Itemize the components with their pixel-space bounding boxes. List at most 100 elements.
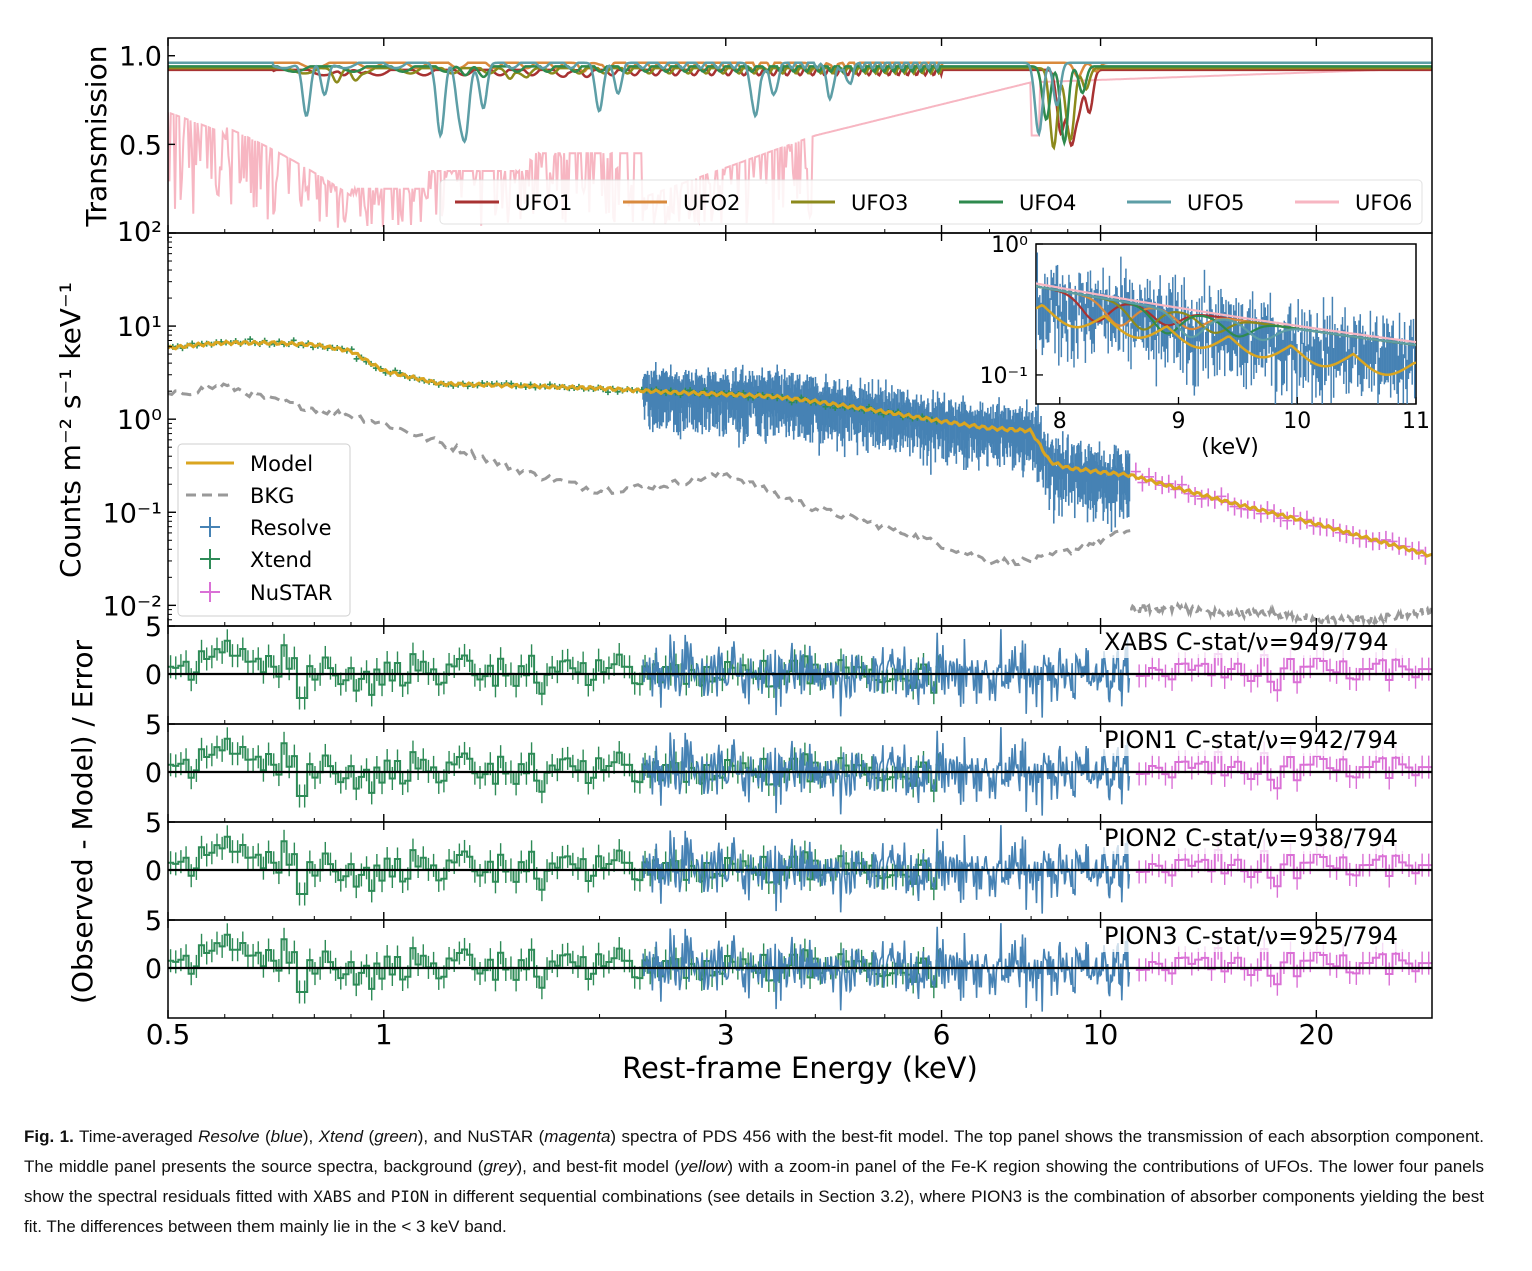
- caption-italic: yellow: [680, 1157, 728, 1176]
- spectrum-frame: [167, 232, 1433, 627]
- caption-text: ) spectra of PDS 456 with the best-fit m…: [24, 1127, 1484, 1176]
- bkg-nustar-line: [1129, 601, 1432, 626]
- inset-y-tick-label: 10⁰: [991, 233, 1028, 258]
- transmission-y-tick-label: 0.5: [119, 130, 162, 161]
- x-tick-label: 6: [933, 1018, 951, 1051]
- legend-label: UFO5: [1187, 191, 1244, 215]
- x-tick-label: 1: [375, 1018, 393, 1051]
- inset-x-tick-label: 10: [1283, 409, 1311, 434]
- residual-stat-label: PION1 C-stat/ν=942/794: [1104, 726, 1398, 754]
- caption-code: PION: [390, 1187, 430, 1206]
- residual-stat-label: PION2 C-stat/ν=938/794: [1104, 824, 1398, 852]
- ufo3-transmission: [168, 66, 1432, 151]
- residual-stat-label: PION3 C-stat/ν=925/794: [1104, 922, 1398, 950]
- caption-text: ), and best-fit model (: [516, 1157, 681, 1176]
- spectrum-y-label: Counts m⁻² s⁻¹ keV⁻¹: [54, 282, 87, 578]
- spectrum-y-tick-label: 10¹: [117, 312, 162, 343]
- caption-text: and: [351, 1187, 391, 1206]
- x-axis-label: Rest-frame Energy (keV): [622, 1051, 978, 1085]
- ufo4-transmission: [168, 65, 1432, 147]
- x-tick-label: 10: [1083, 1018, 1119, 1051]
- nustar-residual-step: [1135, 653, 1432, 692]
- caption-text: (: [259, 1127, 271, 1146]
- inset-data: [1036, 252, 1416, 404]
- caption-italic: grey: [483, 1157, 517, 1176]
- legend-label: UFO4: [1019, 191, 1076, 215]
- inset-x-tick-label: 8: [1053, 409, 1067, 434]
- legend-nustar-label: NuSTAR: [250, 581, 333, 605]
- residual-label-bg: [1100, 628, 1410, 658]
- legend-resolve-swatch: [200, 517, 220, 537]
- residual-y-tick-label: 0: [145, 758, 162, 789]
- bkg-line: [168, 382, 1131, 567]
- legend-resolve-label: Resolve: [250, 516, 332, 540]
- spectrum-data: [168, 336, 1432, 626]
- legend-frame: [439, 179, 1423, 225]
- caption-italic: magenta: [544, 1127, 611, 1146]
- transmission-legend: UFO1 UFO2 UFO3 UFO4 UFO5 UFO6: [439, 179, 1423, 225]
- ufo5-transmission: [168, 61, 1432, 144]
- nustar-residual-step: [1135, 751, 1432, 790]
- legend-nustar-swatch: [200, 582, 220, 602]
- legend-label: UFO2: [683, 191, 740, 215]
- caption-italic: Xtend: [318, 1127, 364, 1146]
- legend-frame: [177, 443, 351, 617]
- residual-y-tick-label: 5: [145, 710, 162, 741]
- x-tick-label: 3: [717, 1018, 735, 1051]
- caption-italic: green: [374, 1127, 418, 1146]
- caption-text: ), and NuSTAR (: [417, 1127, 545, 1146]
- ufo1-transmission: [168, 68, 1432, 148]
- transmission-curves: [168, 61, 1432, 228]
- caption-text: ) with a zoom-in panel of the Fe-K regio…: [24, 1157, 1485, 1206]
- residual-y-label: (Observed - Model) / Error: [66, 640, 99, 1005]
- inset-ufo-curve: [1036, 285, 1416, 347]
- caption-text: < 3 keV: [401, 1217, 460, 1236]
- inset-ufo-curve: [1036, 282, 1416, 344]
- inset-x-tick-label: 11: [1402, 409, 1430, 434]
- caption-italic: blue: [270, 1127, 303, 1146]
- nustar-residual-step: [1135, 947, 1432, 986]
- residual-y-tick-label: 0: [145, 856, 162, 887]
- caption-text: ),: [302, 1127, 319, 1146]
- caption-text: Time-averaged: [73, 1127, 199, 1146]
- caption-text: band.: [459, 1217, 507, 1236]
- transmission-y-tick-label: 1.0: [119, 42, 162, 73]
- caption-italic: Resolve: [198, 1127, 260, 1146]
- residual-stat-label: XABS C-stat/ν=949/794: [1104, 628, 1389, 656]
- transmission-corner-label: 10²: [117, 217, 162, 248]
- inset-model-line: [1036, 303, 1416, 376]
- legend-xtend-label: Xtend: [250, 548, 312, 572]
- legend-label: UFO3: [851, 191, 908, 215]
- caption-text: in different sequential combinations (se…: [24, 1187, 1484, 1236]
- residual-label-bg: [1100, 824, 1410, 854]
- residual-frame: [167, 919, 1433, 1019]
- residual-y-tick-label: 5: [145, 906, 162, 937]
- residual-y-tick-label: 5: [145, 808, 162, 839]
- figure-caption: Fig. 1. Time-averaged Resolve (blue), Xt…: [24, 1122, 1484, 1242]
- data-layer: [168, 61, 1432, 1012]
- caption-label: Fig. 1.: [24, 1127, 74, 1146]
- legend-label: UFO1: [515, 191, 572, 215]
- residual-y-tick-label: 0: [145, 660, 162, 691]
- inset-x-label: (keV): [1201, 435, 1259, 460]
- spectrum-y-tick-label: 10⁰: [117, 405, 162, 436]
- inset-y-tick-label: 10⁻¹: [980, 364, 1028, 389]
- spectrum-y-tick-label: 10⁻¹: [103, 498, 162, 529]
- inset-x-tick-label: 9: [1172, 409, 1186, 434]
- legend-bkg-label: BKG: [250, 484, 294, 508]
- caption-code: XABS: [313, 1187, 352, 1206]
- legend-model-label: Model: [250, 452, 313, 476]
- x-tick-label: 0.5: [146, 1018, 191, 1051]
- spectrum-legend: Model BKG Resolve Xtend NuSTAR: [177, 443, 351, 617]
- nustar-residual-step: [1135, 849, 1432, 888]
- legend-label: UFO6: [1355, 191, 1412, 215]
- residual-panel-data: [168, 923, 1432, 1012]
- residual-y-tick-label: 5: [145, 612, 162, 643]
- model-line: [168, 339, 1432, 558]
- residual-label-bg: [1100, 922, 1410, 952]
- residual-label-bg: [1100, 726, 1410, 756]
- residual-panel-data: [168, 629, 1432, 718]
- transmission-y-label: Transmission: [80, 46, 113, 228]
